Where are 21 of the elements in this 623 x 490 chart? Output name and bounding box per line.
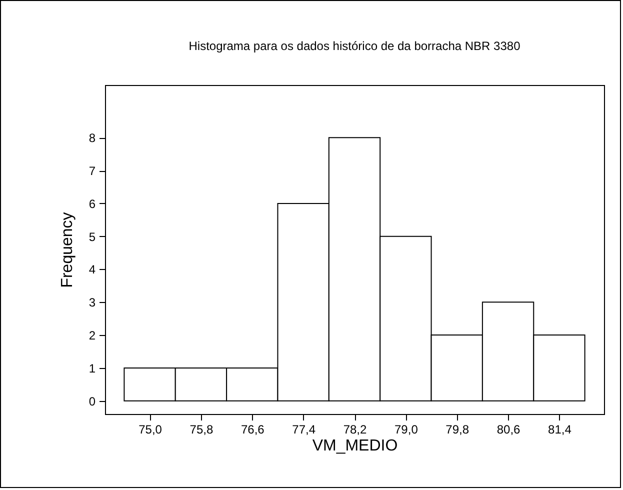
y-tick-label: 7 [88,164,96,178]
y-tick-label: 8 [88,131,96,146]
x-axis-title: VM_MEDIO [312,438,398,454]
y-tick-label: 3 [88,296,96,310]
x-tick-label: 79,0 [394,422,418,436]
x-tick-label: 80,6 [496,422,521,436]
y-tick-label: 1 [88,361,96,376]
y-tick-label: 2 [88,328,96,343]
y-tick-label: 6 [88,196,96,211]
x-tick-label: 75,0 [138,422,162,436]
x-tick-label: 81,4 [548,422,572,436]
y-tick-label: 5 [88,230,96,244]
x-tick-label: 75,8 [190,422,214,436]
y-tick-label: 4 [88,262,96,277]
y-tick-label: 0 [88,394,96,408]
x-tick-label: 78,2 [343,422,367,436]
x-tick-label: 79,8 [446,422,470,436]
x-tick-label: 76,6 [240,422,265,436]
y-axis-title: Frequency [58,212,76,288]
chart-title: Histograma para os dados histórico de da borracha NBR 3380 [188,39,521,53]
x-tick-label: 77,4 [292,422,316,436]
